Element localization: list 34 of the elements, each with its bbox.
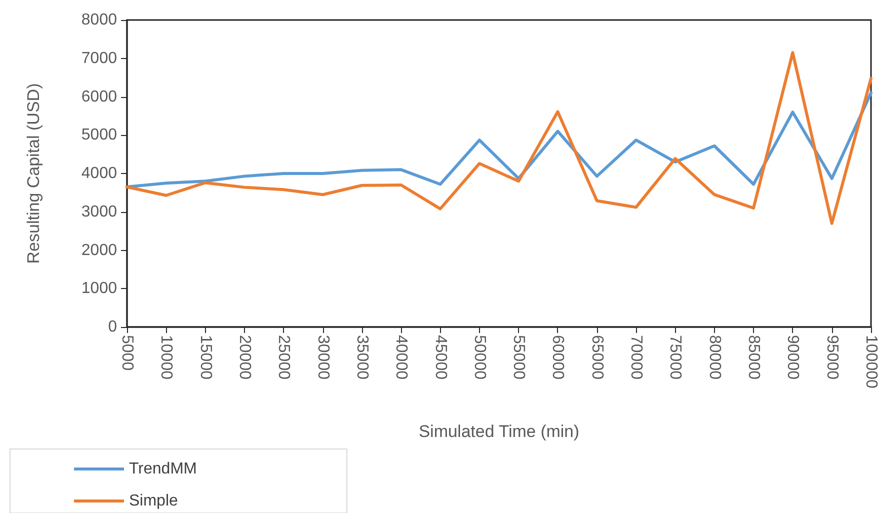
y-tick-label: 3000 xyxy=(81,203,118,220)
x-tick-label: 40000 xyxy=(392,335,410,380)
y-tick-label: 2000 xyxy=(81,242,118,259)
legend-label: TrendMM xyxy=(129,460,197,478)
y-tick-label: 8000 xyxy=(81,12,118,28)
x-tick-label: 80000 xyxy=(706,335,723,380)
x-axis-title: Simulated Time (min) xyxy=(418,422,580,441)
x-tick-label: 60000 xyxy=(549,335,566,380)
x-tick-label: 85000 xyxy=(745,335,762,380)
x-tick-label: 15000 xyxy=(196,335,214,380)
y-tick-label: 0 xyxy=(108,318,118,336)
y-tick-label: 5000 xyxy=(81,126,118,144)
y-axis-title: Resulting Capital (USD) xyxy=(24,83,43,264)
x-tick-label: 100000 xyxy=(862,335,879,388)
x-tick-label: 10000 xyxy=(158,335,175,380)
y-tick-label: 6000 xyxy=(81,88,118,106)
x-tick-label: 35000 xyxy=(353,335,370,380)
x-tick-label: 45000 xyxy=(432,335,449,380)
y-tick-label: 7000 xyxy=(81,50,118,67)
y-tick-label: 4000 xyxy=(81,165,118,182)
x-tick-label: 30000 xyxy=(314,335,332,380)
line-series xyxy=(126,51,872,225)
x-tick-label: 70000 xyxy=(628,335,645,380)
x-tick-label: 95000 xyxy=(823,335,840,380)
line-series xyxy=(126,91,872,188)
x-tick-label: 75000 xyxy=(666,335,684,380)
y-tick-label: 1000 xyxy=(81,280,118,298)
x-tick-label: 20000 xyxy=(236,335,253,380)
x-tick-label: 55000 xyxy=(510,335,528,380)
x-tick-label: 65000 xyxy=(588,335,606,380)
x-tick-label: 90000 xyxy=(784,335,802,380)
x-tick-label: 25000 xyxy=(275,335,292,380)
legend-label: Simple xyxy=(129,492,178,510)
x-tick-label: 50000 xyxy=(470,335,488,380)
